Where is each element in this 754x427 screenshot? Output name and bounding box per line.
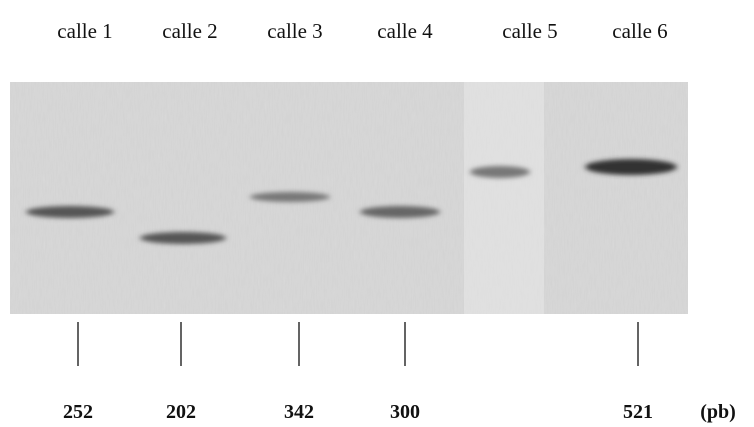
lane-label: calle 4 [377, 19, 433, 43]
band [250, 192, 330, 202]
size-label: 300 [390, 401, 420, 423]
band [360, 206, 440, 218]
size-label: 521 [623, 401, 653, 423]
band [585, 159, 677, 175]
lane-label: calle 6 [612, 19, 667, 43]
labels: calle 1 252 calle 2 202 calle 3 342 calle 4 300… [57, 19, 735, 423]
lane-label: calle 2 [162, 19, 217, 43]
size-label: 202 [166, 401, 196, 423]
size-label: 342 [284, 401, 314, 423]
gel-texture [10, 82, 688, 314]
size-label: 252 [63, 401, 93, 423]
gel-lane-smear [464, 82, 544, 314]
lane-label: calle 1 [57, 19, 112, 43]
lane-label: calle 5 [502, 19, 557, 43]
band [140, 232, 226, 244]
lane-label: calle 3 [267, 19, 322, 43]
unit-label: (pb) [700, 401, 736, 423]
band [26, 206, 114, 218]
band [470, 166, 530, 178]
bands [26, 159, 677, 244]
